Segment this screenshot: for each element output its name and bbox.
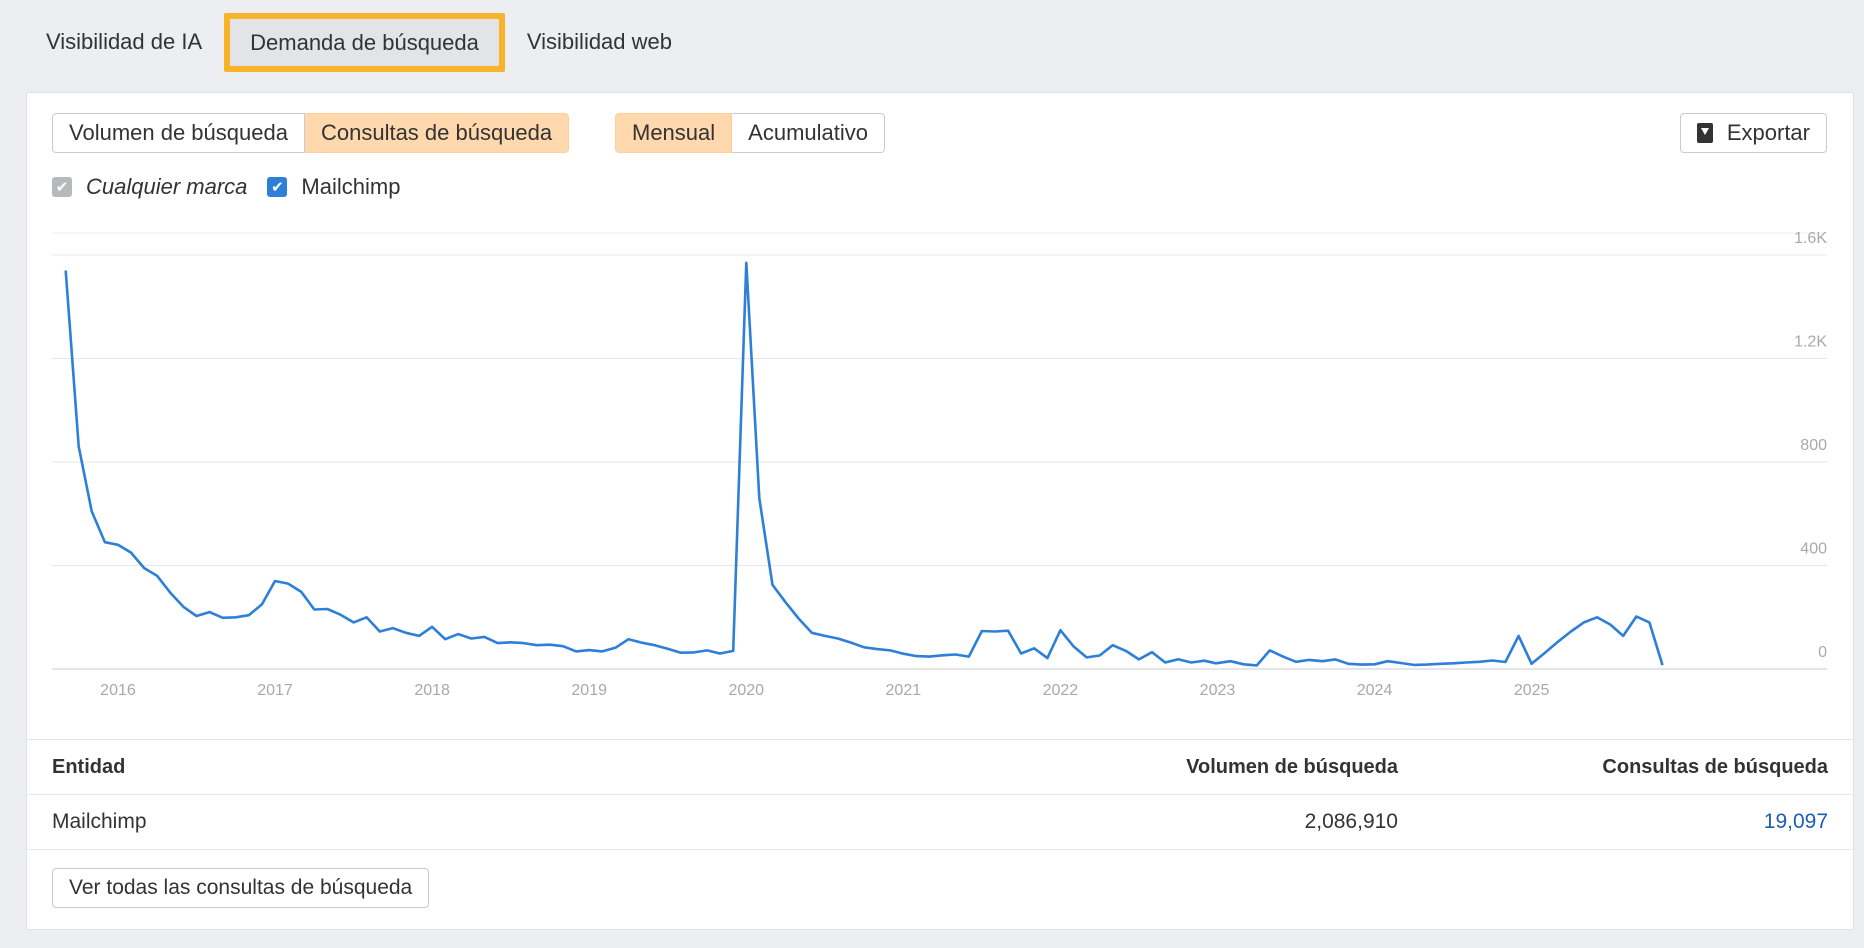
series-line-mailchimp xyxy=(64,261,1664,667)
x-tick-label: 2024 xyxy=(1357,682,1393,699)
section-tabs: Visibilidad de IA Demanda de búsqueda Vi… xyxy=(26,12,692,72)
tab-ai-visibility[interactable]: Visibilidad de IA xyxy=(46,29,203,54)
table-bottom-border xyxy=(27,849,1853,850)
y-tick-label: 1.6K xyxy=(1794,230,1827,247)
table-row: Mailchimp 2,086,910 19,097 xyxy=(27,794,1853,849)
table-header: Entidad Volumen de búsqueda Consultas de… xyxy=(27,739,1853,794)
y-tick-label: 0 xyxy=(1818,644,1827,661)
entity-table: Entidad Volumen de búsqueda Consultas de… xyxy=(27,739,1853,850)
row-volume: 2,086,910 xyxy=(1304,810,1398,833)
x-tick-label: 2022 xyxy=(1043,682,1079,699)
x-tick-label: 2023 xyxy=(1200,682,1236,699)
y-tick-label: 800 xyxy=(1800,437,1827,454)
x-tick-label: 2017 xyxy=(257,682,293,699)
y-tick-label: 1.2K xyxy=(1794,334,1827,351)
mailchimp-checkbox[interactable]: ✔ xyxy=(267,177,288,197)
search-queries-chart: 0 400 800 1.2K 1.6K 2016 2017 2018 2019 2020 2021 2… xyxy=(52,230,1827,699)
x-tick-label: 2019 xyxy=(571,682,607,699)
header-volume: Volumen de búsqueda xyxy=(1186,756,1398,778)
export-label: Exportar xyxy=(1726,120,1810,145)
mailchimp-label: Mailchimp xyxy=(301,174,401,199)
download-icon xyxy=(1696,123,1713,143)
monthly-toggle[interactable]: Mensual xyxy=(615,113,733,153)
x-tick-label: 2025 xyxy=(1514,682,1550,699)
period-toggle: Mensual Acumulativo xyxy=(615,113,885,153)
view-all-queries-button[interactable]: Ver todas las consultas de búsqueda xyxy=(52,868,430,908)
tab-search-demand[interactable]: Demanda de búsqueda xyxy=(224,12,505,72)
tab-web-visibility[interactable]: Visibilidad web xyxy=(526,29,673,54)
x-tick-label: 2021 xyxy=(886,682,922,699)
row-entity: Mailchimp xyxy=(52,810,147,833)
row-queries-link[interactable]: 19,097 xyxy=(1763,810,1828,833)
metric-toggle: Volumen de búsqueda Consultas de búsqued… xyxy=(52,113,570,153)
x-tick-label: 2018 xyxy=(414,682,450,699)
search-volume-toggle[interactable]: Volumen de búsqueda xyxy=(52,113,305,153)
any-brand-checkbox[interactable]: ✔ xyxy=(52,177,72,197)
header-queries: Consultas de búsqueda xyxy=(1602,756,1828,778)
export-button[interactable]: Exportar xyxy=(1679,113,1827,153)
any-brand-label: Cualquier marca xyxy=(86,174,248,199)
cumulative-toggle[interactable]: Acumulativo xyxy=(732,113,885,153)
search-demand-card: Volumen de búsqueda Consultas de búsqued… xyxy=(26,92,1854,930)
header-entity: Entidad xyxy=(52,756,126,778)
x-tick-label: 2016 xyxy=(100,682,136,699)
chart-legend: ✔ Cualquier marca ✔ Mailchimp xyxy=(52,174,420,200)
search-queries-toggle[interactable]: Consultas de búsqueda xyxy=(304,113,570,153)
y-tick-label: 400 xyxy=(1800,541,1827,558)
x-tick-label: 2020 xyxy=(728,682,764,699)
